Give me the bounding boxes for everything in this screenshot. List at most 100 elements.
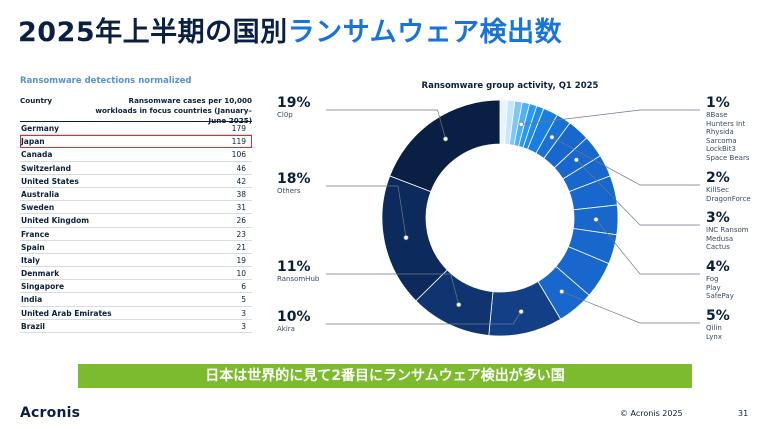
table-row: Denmark 10 xyxy=(20,267,252,281)
country-value: 42 xyxy=(236,176,246,186)
donut-label: 10% Akira xyxy=(277,310,311,334)
group-name: Medusa xyxy=(706,234,734,243)
group-name: RansomHub xyxy=(277,275,320,283)
table-row: Australia 38 xyxy=(20,188,252,202)
column-header-country: Country xyxy=(20,96,53,105)
group-name: KillSec xyxy=(706,186,730,194)
table-row: Singapore 6 xyxy=(20,280,252,294)
group-percentage: 18% xyxy=(277,171,311,187)
country-value: 19 xyxy=(236,255,246,265)
table-row: Japan 119 xyxy=(20,135,252,149)
group-name: Cactus xyxy=(706,243,730,252)
leader-line xyxy=(561,291,700,324)
group-name: SafePay xyxy=(706,292,734,301)
group-name: Play xyxy=(706,283,721,292)
summary-banner: 日本は世界的に見て2番目にランサムウェア検出が多い国 xyxy=(78,364,692,388)
country-name: Germany xyxy=(21,124,60,133)
table-row: Italy 19 xyxy=(20,254,252,268)
country-value: 106 xyxy=(231,150,246,160)
country-name: Australia xyxy=(21,189,60,199)
country-name: Brazil xyxy=(21,321,45,331)
donut-label: 5% Qilin Lynx xyxy=(706,309,730,341)
header-divider xyxy=(20,121,252,122)
group-name: Qilin xyxy=(706,324,722,332)
page-number: 31 xyxy=(738,409,749,418)
table-row: United Kingdom 26 xyxy=(20,214,252,228)
country-value: 26 xyxy=(236,216,246,226)
donut-slice xyxy=(389,99,501,193)
donut-label: 19% Cl0p xyxy=(277,96,311,120)
country-name: India xyxy=(21,295,43,305)
donut-label: 3% INC Ransom Medusa Cactus xyxy=(706,211,749,252)
group-name: Rhysida xyxy=(706,128,734,137)
group-percentage: 10% xyxy=(277,309,311,325)
country-name: France xyxy=(21,229,50,239)
country-value: 23 xyxy=(236,229,246,239)
country-name: United Kingdom xyxy=(21,216,90,226)
group-name: Cl0p xyxy=(277,111,293,119)
leader-dot xyxy=(403,235,409,241)
leader-line xyxy=(595,219,700,275)
page-title-part1: 2025年上半期の国別 xyxy=(18,17,288,48)
leader-dot xyxy=(559,288,565,295)
donut-chart-title: Ransomware group activity, Q1 2025 xyxy=(421,81,599,91)
leader-line xyxy=(326,109,446,140)
group-percentage: 19% xyxy=(277,95,311,111)
table-row: United Arab Emirates 3 xyxy=(20,307,252,320)
leader-dot xyxy=(549,134,555,140)
page-title-part2: ランサムウェア検出数 xyxy=(287,17,563,48)
country-name: Singapore xyxy=(21,282,65,292)
group-name: Akira xyxy=(277,325,295,333)
donut-label: 1% 8Base Hunters Int Rhysida Sarcoma LockBit3… xyxy=(706,96,749,163)
country-value: 119 xyxy=(231,137,246,147)
country-value: 38 xyxy=(236,189,246,199)
table-row: Brazil 3 xyxy=(20,320,252,333)
leader-dot xyxy=(573,157,579,163)
table-row: Sweden 31 xyxy=(20,201,252,215)
group-percentage: 3% xyxy=(706,210,730,226)
country-value: 10 xyxy=(236,269,246,279)
group-name: 8Base xyxy=(706,111,728,119)
leader-line xyxy=(551,136,700,186)
group-percentage: 5% xyxy=(706,308,730,324)
donut-label: 11% RansomHub xyxy=(277,260,319,284)
country-value: 3 xyxy=(241,321,246,331)
country-value: 179 xyxy=(231,124,246,133)
leader-line xyxy=(521,109,700,125)
table-row: India 5 xyxy=(20,293,252,307)
group-name: Space Bears xyxy=(706,153,750,162)
table-header: Country Ransomware cases per 10,000 work… xyxy=(20,96,252,125)
page-title: 2025年上半期の国別ランサムウェア検出数 xyxy=(18,10,562,49)
group-name: DragonForce xyxy=(706,194,751,203)
country-name: Italy xyxy=(21,255,40,265)
table-row: Spain 21 xyxy=(20,241,252,254)
country-value: 21 xyxy=(236,242,246,252)
group-name: LockBit3 xyxy=(706,145,736,154)
leader-line xyxy=(326,273,460,305)
group-name: Fog xyxy=(706,275,719,283)
acronis-logo: Acronis xyxy=(20,405,81,421)
country-value: 5 xyxy=(241,295,246,305)
country-name: Switzerland xyxy=(21,163,71,173)
country-name: Japan xyxy=(21,137,45,147)
leader-dot xyxy=(518,121,524,127)
country-name: United Arab Emirates xyxy=(21,308,112,318)
leader-dot xyxy=(456,302,462,308)
country-value: 3 xyxy=(241,308,246,318)
table-subtitle: Ransomware detections normalized xyxy=(20,76,192,86)
table-row: France 23 xyxy=(20,228,252,241)
leader-line xyxy=(576,159,700,226)
group-name: Hunters Int xyxy=(706,119,746,128)
leader-dot xyxy=(593,216,599,223)
donut-label: 18% Others xyxy=(277,172,311,196)
leader-dot xyxy=(518,309,524,315)
group-percentage: 1% xyxy=(706,95,730,111)
country-name: Sweden xyxy=(21,203,55,213)
table-row: Switzerland 46 xyxy=(20,162,252,175)
country-name: Canada xyxy=(21,150,53,160)
copyright-text: © Acronis 2025 xyxy=(620,409,683,418)
group-percentage: 2% xyxy=(706,170,730,186)
group-percentage: 4% xyxy=(706,259,730,275)
group-name: Sarcoma xyxy=(706,136,737,145)
